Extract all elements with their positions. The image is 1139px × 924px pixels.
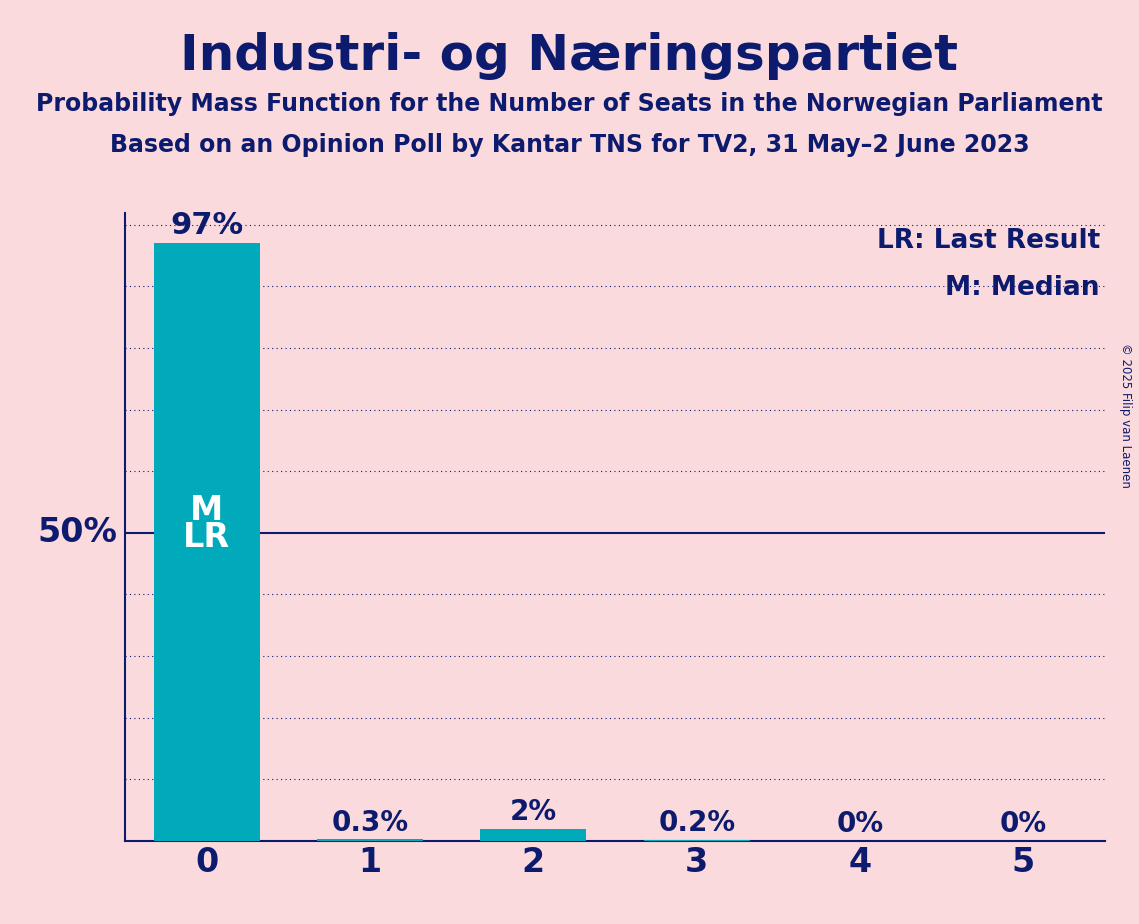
- Text: 0.3%: 0.3%: [331, 808, 409, 836]
- Text: Industri- og Næringspartiet: Industri- og Næringspartiet: [180, 32, 959, 80]
- Text: 2%: 2%: [510, 798, 557, 826]
- Text: 0.2%: 0.2%: [658, 809, 736, 837]
- Text: Probability Mass Function for the Number of Seats in the Norwegian Parliament: Probability Mass Function for the Number…: [36, 92, 1103, 116]
- Bar: [154, 243, 260, 841]
- Bar: [481, 829, 587, 841]
- Bar: [317, 839, 424, 841]
- Text: 0%: 0%: [836, 810, 884, 838]
- Text: 50%: 50%: [38, 517, 117, 550]
- Text: © 2025 Filip van Laenen: © 2025 Filip van Laenen: [1118, 344, 1132, 488]
- Text: M: Median: M: Median: [945, 275, 1100, 301]
- Text: Based on an Opinion Poll by Kantar TNS for TV2, 31 May–2 June 2023: Based on an Opinion Poll by Kantar TNS f…: [109, 133, 1030, 157]
- Text: M: M: [190, 493, 223, 527]
- Text: 97%: 97%: [171, 212, 244, 240]
- Text: LR: LR: [183, 521, 230, 554]
- Text: LR: Last Result: LR: Last Result: [877, 228, 1100, 254]
- Text: 0%: 0%: [1000, 810, 1047, 838]
- Bar: [644, 840, 749, 841]
